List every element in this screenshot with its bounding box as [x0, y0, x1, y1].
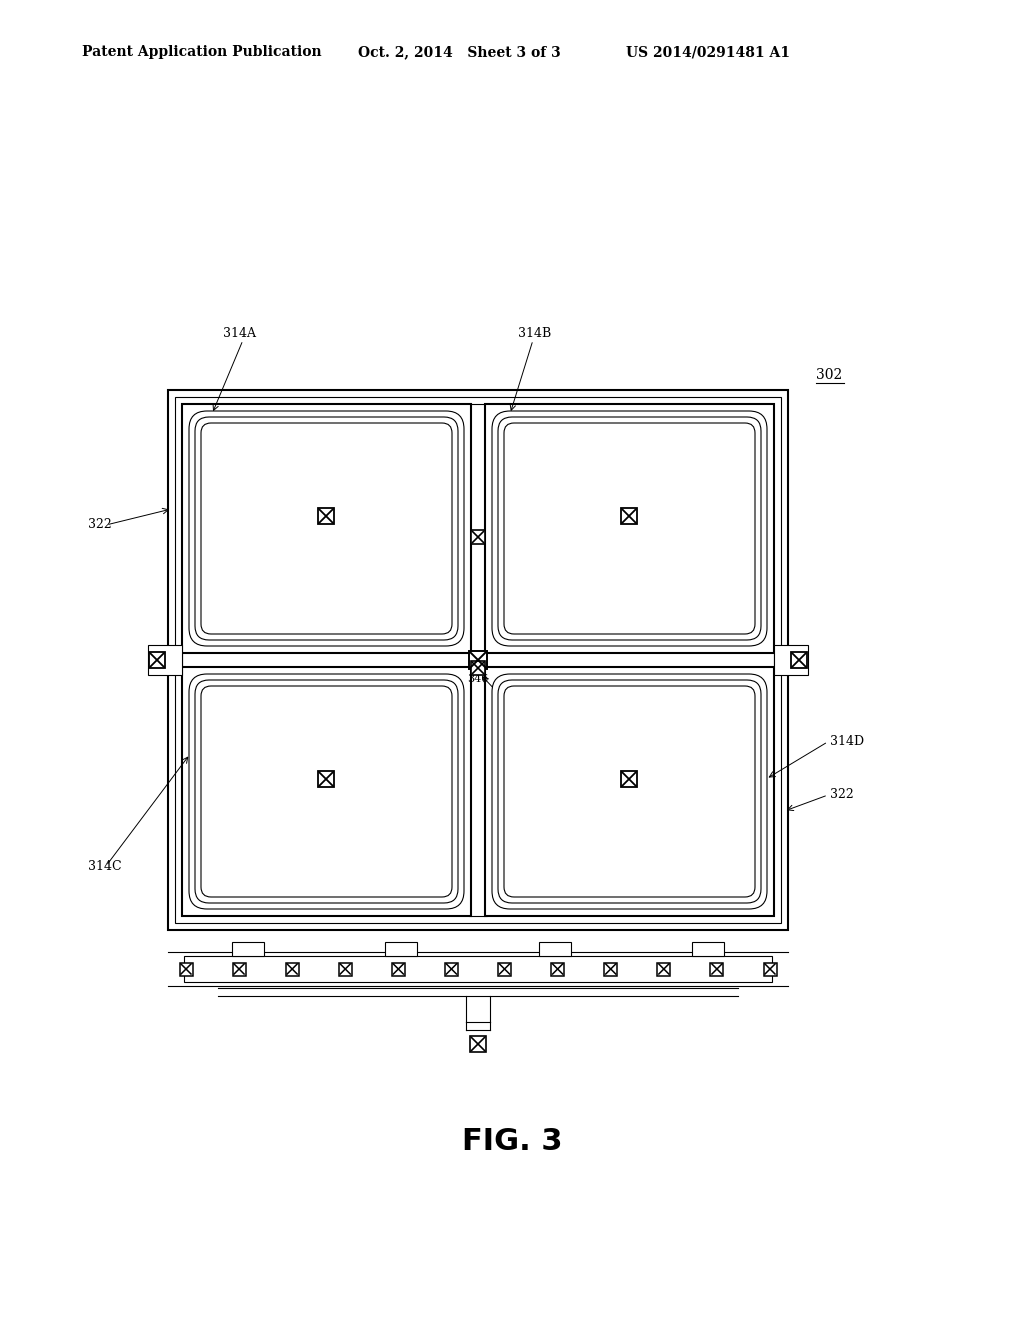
- Text: 302: 302: [816, 368, 843, 381]
- Bar: [445, 962, 458, 975]
- Text: 314B: 314B: [518, 327, 551, 341]
- Text: FIG. 3: FIG. 3: [462, 1127, 562, 1156]
- Text: 346: 346: [467, 675, 488, 684]
- Bar: [385, 942, 418, 956]
- Bar: [498, 962, 511, 975]
- Text: 342A: 342A: [263, 619, 296, 631]
- Bar: [182, 667, 471, 916]
- FancyBboxPatch shape: [201, 422, 452, 634]
- Bar: [791, 652, 807, 668]
- Text: 314A: 314A: [223, 327, 256, 341]
- Text: 344A: 344A: [332, 425, 365, 438]
- Bar: [485, 404, 774, 653]
- Bar: [168, 389, 788, 931]
- Bar: [604, 962, 617, 975]
- Bar: [184, 956, 772, 982]
- Text: 322: 322: [830, 788, 854, 801]
- Text: 344D: 344D: [635, 689, 669, 701]
- Bar: [469, 404, 487, 916]
- Text: 314D: 314D: [830, 735, 864, 748]
- Bar: [471, 531, 485, 544]
- FancyBboxPatch shape: [189, 411, 464, 645]
- FancyBboxPatch shape: [492, 675, 767, 909]
- Bar: [471, 661, 485, 675]
- Bar: [764, 962, 776, 975]
- Bar: [182, 651, 774, 669]
- Bar: [470, 1036, 486, 1052]
- Bar: [711, 962, 723, 975]
- Text: 344C: 344C: [332, 689, 366, 701]
- FancyBboxPatch shape: [195, 680, 458, 903]
- Bar: [774, 645, 808, 675]
- FancyBboxPatch shape: [201, 686, 452, 898]
- FancyBboxPatch shape: [504, 422, 755, 634]
- Bar: [657, 962, 671, 975]
- Text: 342D: 342D: [566, 882, 600, 895]
- Bar: [148, 645, 182, 675]
- Bar: [392, 962, 404, 975]
- Bar: [318, 771, 334, 787]
- Text: 342C: 342C: [263, 882, 296, 895]
- Bar: [692, 942, 724, 956]
- Text: 322: 322: [88, 519, 112, 532]
- Bar: [175, 397, 781, 923]
- FancyBboxPatch shape: [189, 675, 464, 909]
- Bar: [551, 962, 564, 975]
- Bar: [469, 651, 487, 669]
- Bar: [179, 962, 193, 975]
- Text: 316: 316: [500, 689, 524, 701]
- FancyBboxPatch shape: [492, 411, 767, 645]
- FancyBboxPatch shape: [504, 686, 755, 898]
- Text: Oct. 2, 2014   Sheet 3 of 3: Oct. 2, 2014 Sheet 3 of 3: [358, 45, 561, 59]
- Bar: [621, 771, 637, 787]
- Text: US 2014/0291481 A1: US 2014/0291481 A1: [626, 45, 790, 59]
- Text: 344B: 344B: [635, 425, 668, 438]
- Bar: [232, 942, 264, 956]
- Text: 342B: 342B: [566, 619, 599, 631]
- Text: Patent Application Publication: Patent Application Publication: [82, 45, 322, 59]
- Text: 314C: 314C: [88, 859, 122, 873]
- Bar: [539, 942, 570, 956]
- FancyBboxPatch shape: [498, 680, 761, 903]
- Bar: [150, 652, 165, 668]
- FancyBboxPatch shape: [195, 417, 458, 640]
- Bar: [621, 508, 637, 524]
- Bar: [232, 962, 246, 975]
- Bar: [182, 404, 471, 653]
- FancyBboxPatch shape: [498, 417, 761, 640]
- Bar: [339, 962, 352, 975]
- Bar: [318, 508, 334, 524]
- Bar: [286, 962, 299, 975]
- Bar: [485, 667, 774, 916]
